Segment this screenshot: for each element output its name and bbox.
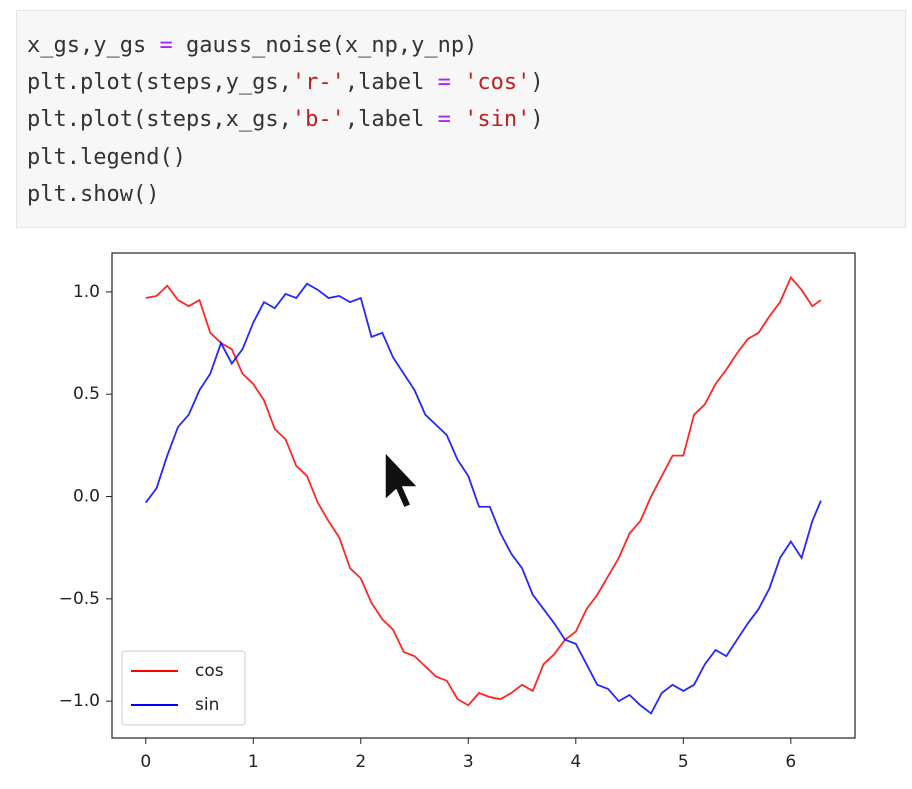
code-token: plt.plot(steps,x_gs, (27, 107, 292, 132)
x-tick-label: 2 (355, 752, 366, 772)
code-line: plt.plot(steps,y_gs,'r-',label = 'cos') (27, 70, 544, 95)
code-line: x_gs,y_gs = gauss_noise(x_np,y_np) (27, 33, 477, 58)
x-tick-label: 1 (248, 752, 259, 772)
legend-box (121, 650, 246, 726)
y-tick-label: 1.0 (73, 282, 100, 302)
code-token: = (159, 33, 173, 58)
code-token: gauss_noise(x_np,y_np) (172, 33, 478, 58)
code-token: = (437, 70, 451, 95)
code-token: ,label (344, 107, 438, 132)
code-token: plt.legend() (27, 145, 186, 170)
y-tick-label: −1.0 (59, 691, 100, 711)
line-series (145, 282, 822, 715)
legend-label: sin (195, 695, 219, 715)
code-token: plt.show() (27, 182, 160, 207)
code-token: 'b-' (291, 107, 345, 132)
code-token: plt.plot(steps,y_gs, (27, 70, 292, 95)
code-token: ,label (344, 70, 438, 95)
code-line: plt.plot(steps,x_gs,'b-',label = 'sin') (27, 107, 544, 132)
code-line: plt.legend() (27, 145, 186, 170)
code-token: ) (530, 107, 544, 132)
code-token: = (437, 107, 451, 132)
line-series (145, 275, 822, 707)
code-line: plt.show() (27, 182, 159, 207)
legend-label: cos (195, 661, 224, 681)
code-token: 'r-' (291, 70, 345, 95)
y-tick-label: 0.5 (73, 384, 100, 404)
code-token: ) (530, 70, 544, 95)
y-tick-label: −0.5 (59, 589, 100, 609)
x-tick-label: 3 (463, 752, 474, 772)
code-token: x_gs,y_gs (27, 33, 160, 58)
code-cell[interactable]: x_gs,y_gs = gauss_noise(x_np,y_np) plt.p… (16, 10, 906, 228)
x-tick-label: 6 (785, 752, 796, 772)
x-tick-label: 5 (678, 752, 689, 772)
y-tick-label: 0.0 (73, 487, 100, 507)
code-token: 'cos' (464, 70, 531, 95)
x-tick-label: 4 (570, 752, 581, 772)
x-tick-label: 0 (140, 752, 151, 772)
code-token: 'sin' (464, 107, 531, 132)
